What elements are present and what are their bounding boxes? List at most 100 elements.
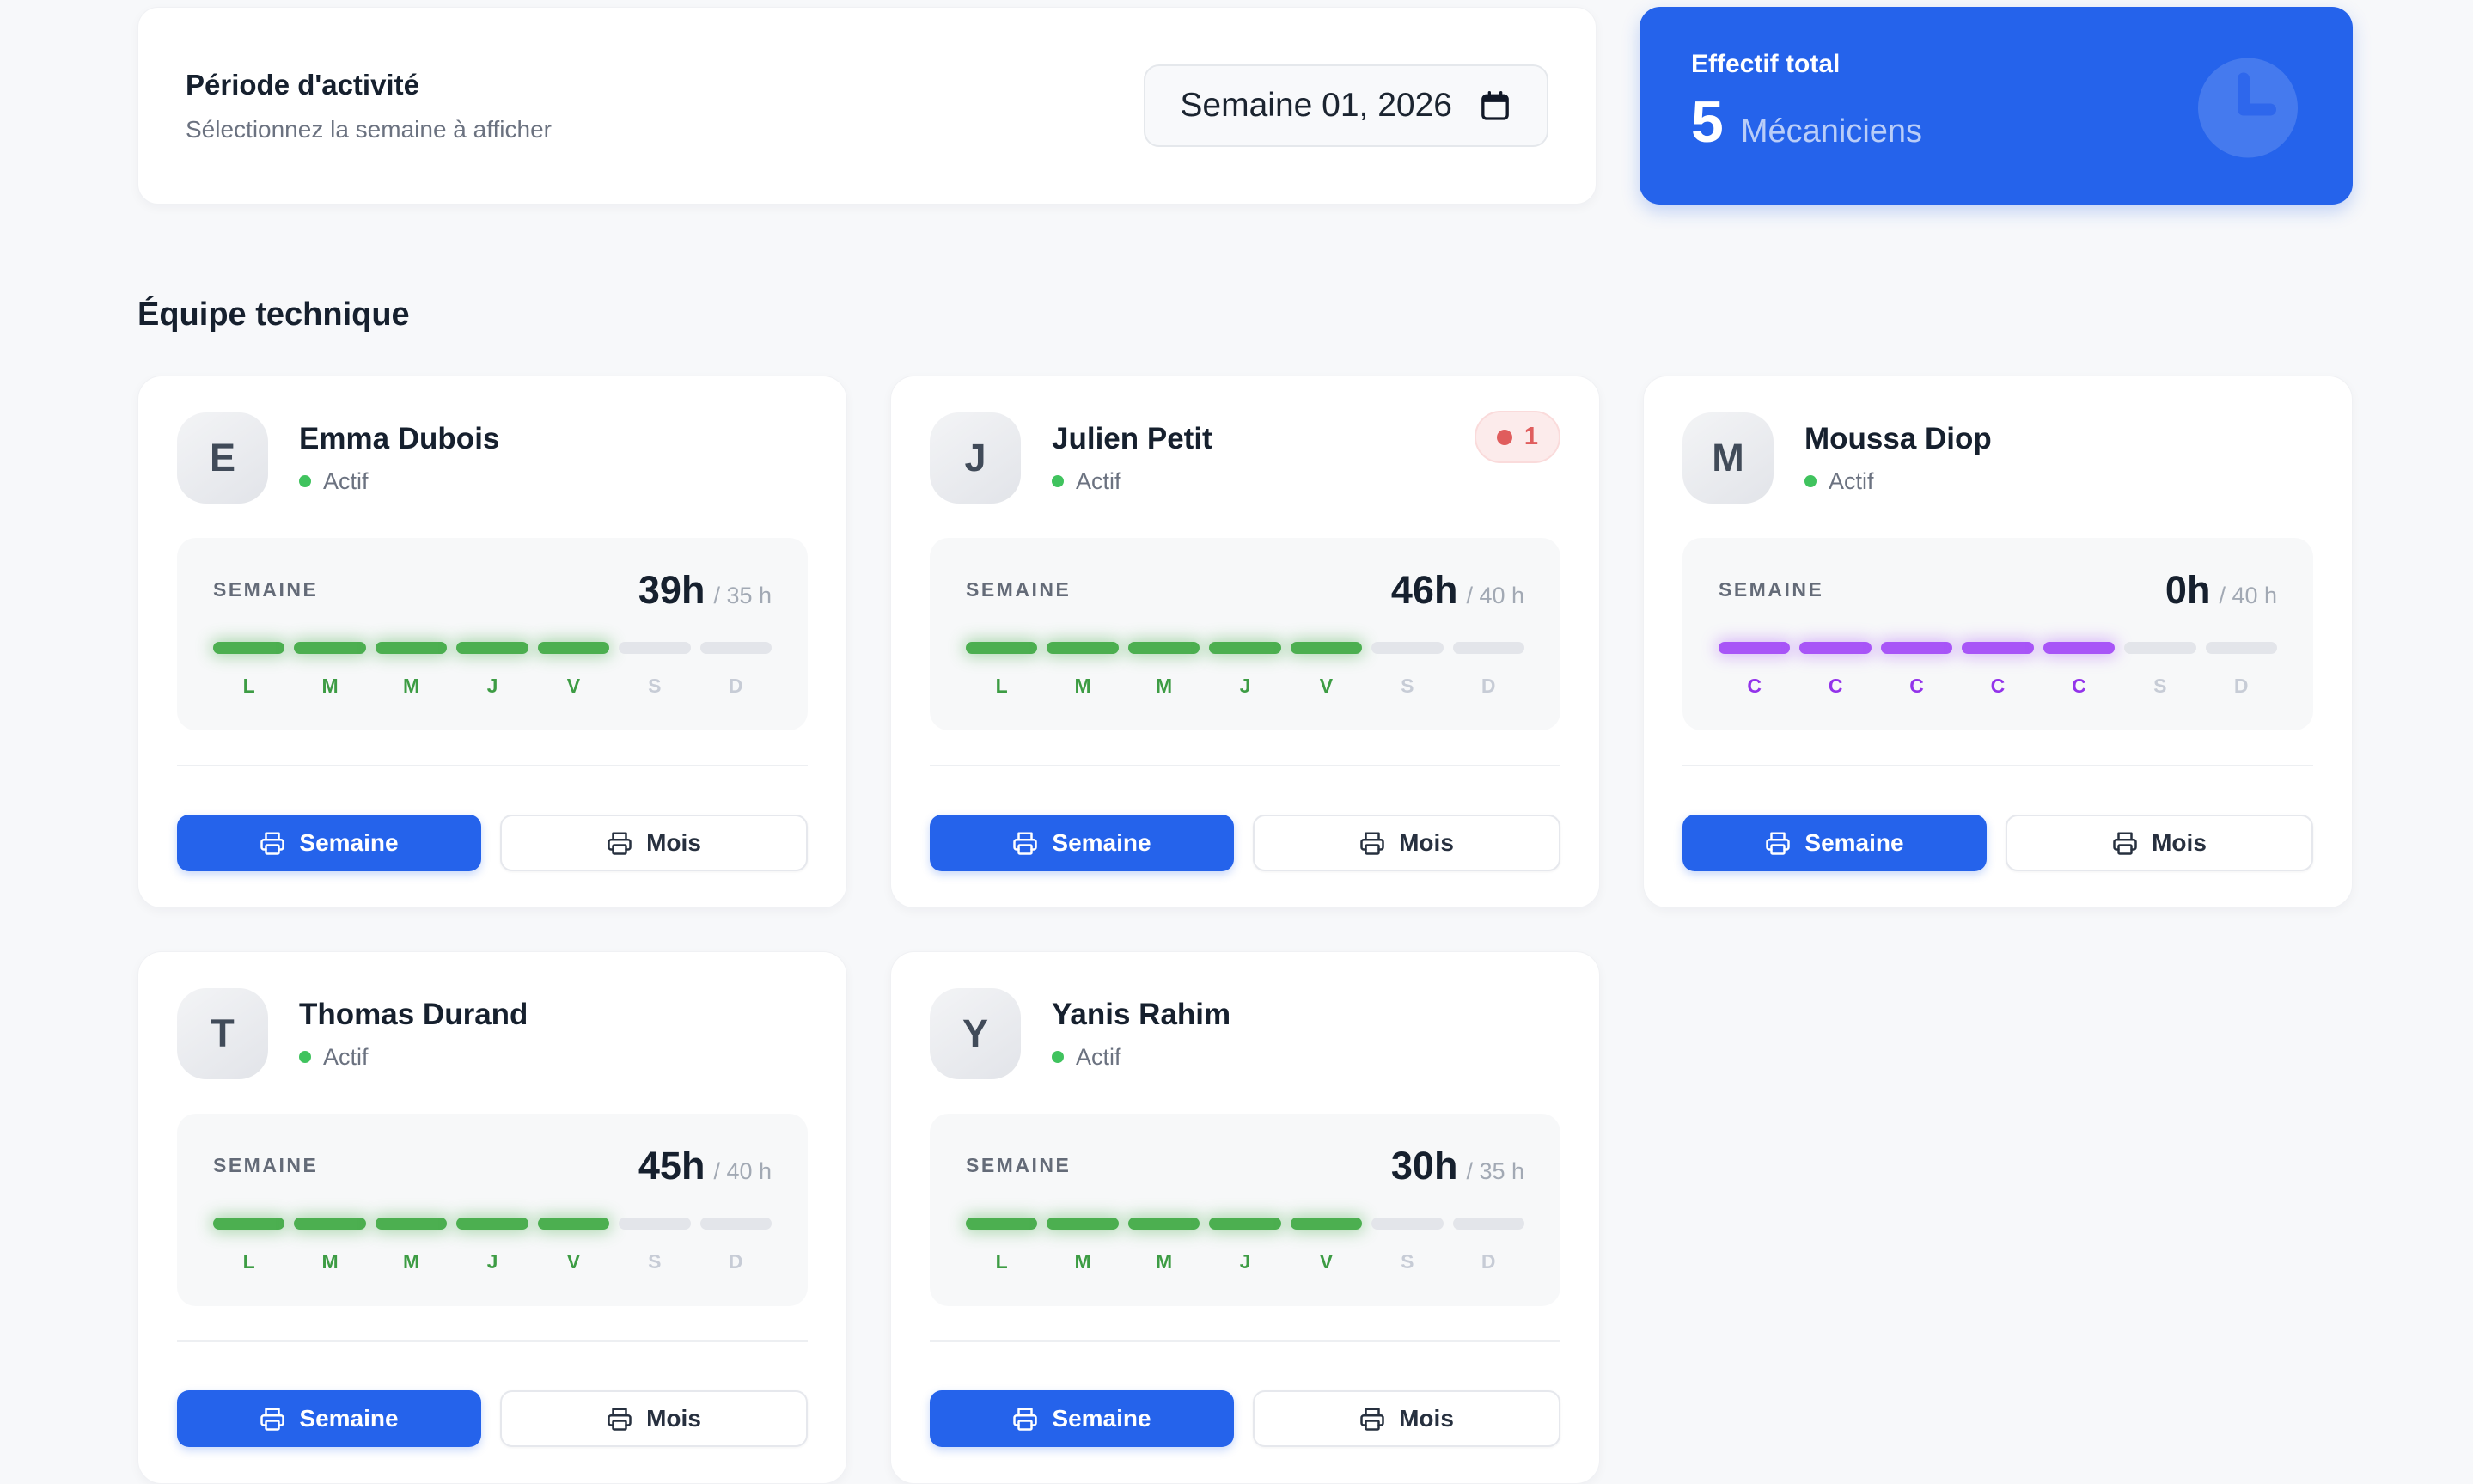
team-grid: E Emma Dubois Actif SEMAINE 39h / 35 h	[137, 376, 2353, 1484]
day-label: C	[1828, 675, 1843, 697]
day-label: M	[1155, 1250, 1173, 1273]
print-month-button[interactable]: Mois	[1253, 815, 1560, 871]
employee-card: M Moussa Diop Actif SEMAINE 0h / 40 h	[1643, 376, 2353, 908]
print-month-button[interactable]: Mois	[500, 1390, 808, 1447]
day-bar-segment	[1371, 1218, 1444, 1230]
day-bar-segment	[213, 642, 285, 654]
employee-identity: Yanis Rahim Actif	[1052, 998, 1230, 1071]
day-bar-segment	[1290, 1218, 1363, 1230]
print-week-button[interactable]: Semaine	[177, 1390, 481, 1447]
day-label: M	[1074, 675, 1091, 697]
period-card: Période d'activité Sélectionnez la semai…	[137, 7, 1597, 205]
day-label: L	[242, 1250, 255, 1273]
print-week-label: Semaine	[1804, 829, 1904, 856]
calendar-icon	[1478, 89, 1512, 123]
hours: 30h / 35 h	[1391, 1146, 1524, 1185]
day-label: S	[648, 1250, 662, 1273]
print-buttons-row: Semaine Mois	[930, 1390, 1560, 1447]
printer-icon	[260, 830, 285, 856]
printer-icon	[1012, 830, 1038, 856]
day-label: S	[648, 675, 662, 697]
day-label: S	[1401, 1250, 1414, 1273]
status-dot-icon	[1804, 475, 1817, 487]
day-bar-segment	[1127, 1218, 1200, 1230]
print-month-label: Mois	[646, 829, 701, 856]
day-label: V	[566, 675, 581, 697]
card-divider	[177, 765, 808, 766]
day-bar-segment	[619, 1218, 691, 1230]
day-bar-segment	[1047, 642, 1119, 654]
hours: 46h / 40 h	[1391, 571, 1524, 609]
notification-badge: 1	[1474, 411, 1560, 463]
day-bar-segment	[294, 1218, 366, 1230]
avatar-initial: T	[211, 1011, 235, 1055]
day-label: M	[1074, 1250, 1091, 1273]
badge-count: 1	[1523, 423, 1538, 450]
employee-card: J Julien Petit Actif 1 SEMAINE 46h / 40 …	[890, 376, 1600, 908]
day-bar-segment	[966, 642, 1038, 654]
status-dot-icon	[299, 475, 311, 487]
hours-value: 46h	[1390, 568, 1458, 612]
week-panel-head: SEMAINE 46h / 40 h	[966, 571, 1524, 609]
day-bar-segment	[456, 642, 528, 654]
print-month-label: Mois	[1399, 829, 1454, 856]
day-bar-segment	[1209, 1218, 1281, 1230]
employee-status: Actif	[299, 1044, 528, 1071]
employee-identity: Thomas Durand Actif	[299, 998, 528, 1071]
print-month-button[interactable]: Mois	[500, 815, 808, 871]
top-row: Période d'activité Sélectionnez la semai…	[137, 7, 2353, 205]
day-label: J	[486, 1250, 498, 1273]
card-divider	[1682, 765, 2313, 766]
employee-status: Actif	[299, 468, 499, 495]
employee-header: T Thomas Durand Actif	[177, 988, 808, 1079]
day-bars	[1719, 642, 2277, 654]
print-week-label: Semaine	[1052, 829, 1151, 856]
print-week-button[interactable]: Semaine	[1682, 815, 1987, 871]
status-dot-icon	[1052, 475, 1064, 487]
day-label: L	[242, 675, 255, 697]
printer-icon	[607, 1406, 632, 1432]
print-month-label: Mois	[2152, 829, 2207, 856]
hours-quota: / 40 h	[2219, 583, 2277, 608]
avatar-initial: M	[1712, 436, 1744, 479]
week-label: SEMAINE	[966, 1154, 1072, 1176]
week-date-picker[interactable]: Semaine 01, 2026	[1144, 64, 1548, 147]
day-label: C	[1909, 675, 1924, 697]
day-bars	[966, 642, 1524, 654]
week-label: SEMAINE	[1719, 578, 1824, 601]
stat-value-row: 5 Mécaniciens	[1691, 93, 2301, 151]
week-panel: SEMAINE 39h / 35 h L M M J V S D	[177, 538, 808, 730]
day-label: J	[486, 675, 498, 697]
week-label: SEMAINE	[213, 1154, 319, 1176]
employee-name: Emma Dubois	[299, 421, 500, 455]
stat-label: Effectif total	[1691, 50, 1841, 78]
print-month-button[interactable]: Mois	[1253, 1390, 1560, 1447]
employee-card: E Emma Dubois Actif SEMAINE 39h / 35 h	[137, 376, 847, 908]
print-week-button[interactable]: Semaine	[177, 815, 481, 871]
employee-header: J Julien Petit Actif	[930, 412, 1560, 504]
printer-icon	[1359, 1406, 1385, 1432]
hours-value: 30h	[1390, 1144, 1458, 1188]
hours-value: 39h	[638, 568, 705, 612]
print-week-button[interactable]: Semaine	[930, 815, 1234, 871]
day-label: D	[1481, 1250, 1496, 1273]
date-picker-value: Semaine 01, 2026	[1180, 87, 1452, 124]
print-month-button[interactable]: Mois	[2006, 815, 2313, 871]
day-bar-segment	[1880, 642, 1953, 654]
day-label: L	[995, 1250, 1008, 1273]
day-bar-segment	[699, 1218, 772, 1230]
day-label: V	[1319, 1250, 1334, 1273]
day-bar-segment	[1047, 1218, 1119, 1230]
day-bar-segment	[1290, 642, 1363, 654]
print-buttons-row: Semaine Mois	[930, 815, 1560, 871]
day-bar-segment	[375, 1218, 448, 1230]
day-bars	[213, 642, 772, 654]
print-week-button[interactable]: Semaine	[930, 1390, 1234, 1447]
avatar-initial: Y	[962, 1011, 988, 1055]
day-bar-segment	[2124, 642, 2196, 654]
hours: 39h / 35 h	[638, 571, 772, 609]
employee-header: E Emma Dubois Actif	[177, 412, 808, 504]
